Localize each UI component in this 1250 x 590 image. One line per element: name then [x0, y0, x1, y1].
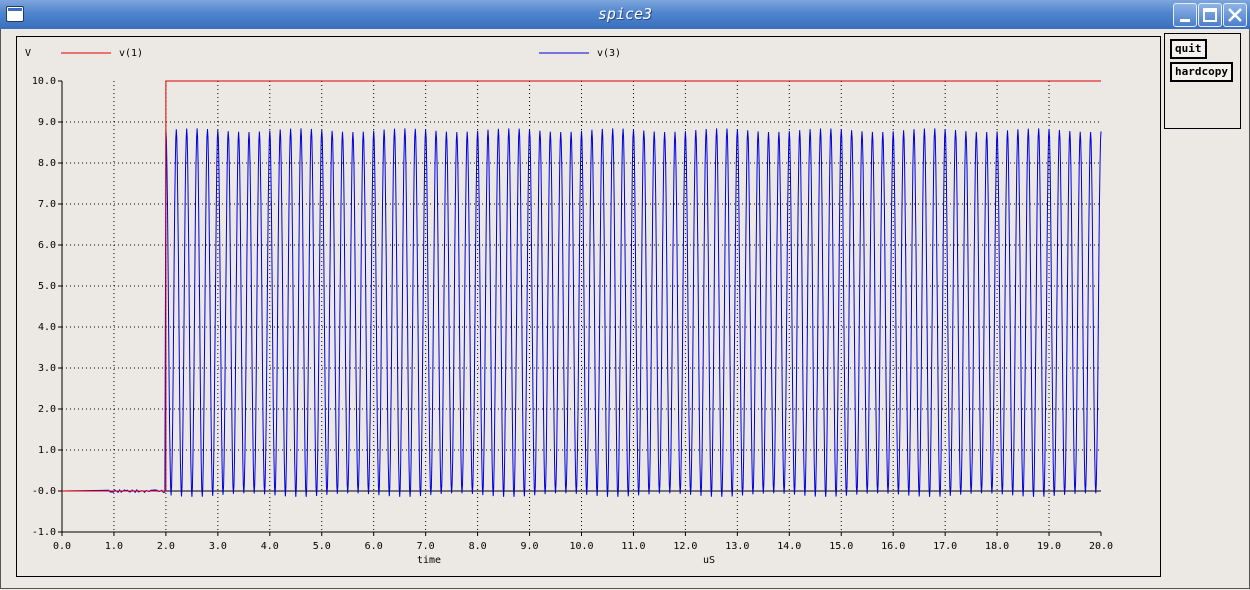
x-axis-unit: uS — [703, 555, 715, 566]
y-tick-label: 7.0 — [38, 199, 56, 210]
x-axis-label: time — [417, 555, 441, 566]
x-tick-label: 11.0 — [621, 541, 645, 552]
y-tick-label: 3.0 — [38, 363, 56, 374]
y-tick-label: 4.0 — [38, 322, 56, 333]
quit-button[interactable]: quit — [1170, 39, 1207, 59]
title-bar[interactable]: spice3 — [0, 0, 1250, 30]
x-tick-label: 6.0 — [365, 541, 383, 552]
x-tick-label: 19.0 — [1037, 541, 1061, 552]
y-tick-label: 5.0 — [38, 281, 56, 292]
x-tick-label: 12.0 — [673, 541, 697, 552]
x-tick-label: 20.0 — [1089, 541, 1113, 552]
x-tick-label: 7.0 — [417, 541, 435, 552]
y-tick-label: 10.0 — [32, 76, 56, 87]
y-tick-label: -0.0 — [32, 486, 56, 497]
x-tick-label: 10.0 — [569, 541, 593, 552]
x-tick-label: 8.0 — [469, 541, 487, 552]
x-tick-label: 3.0 — [209, 541, 227, 552]
minimize-icon[interactable] — [1173, 3, 1197, 27]
plot-chart: 0.0 1.0 2.0 3.0 4.0 5.0 6.0 7.0 8.0 9.0 10.0 11.0 12… — [17, 37, 1160, 576]
maximize-icon[interactable] — [1198, 3, 1222, 27]
x-tick-label: 17.0 — [933, 541, 957, 552]
x-tick-label: 16.0 — [881, 541, 905, 552]
x-tick-label: 5.0 — [313, 541, 331, 552]
x-tick-label: 1.0 — [105, 541, 123, 552]
plot-panel: 0.0 1.0 2.0 3.0 4.0 5.0 6.0 7.0 8.0 9.0 10.0 11.0 12… — [16, 36, 1161, 577]
x-tick-label: 14.0 — [777, 541, 801, 552]
x-tick-label: 0.0 — [53, 541, 71, 552]
button-panel: quit hardcopy — [1164, 33, 1241, 129]
hardcopy-button[interactable]: hardcopy — [1170, 62, 1233, 82]
x-tick-label: 9.0 — [521, 541, 539, 552]
x-tick-label: 15.0 — [829, 541, 853, 552]
close-icon[interactable] — [1223, 3, 1247, 27]
x-tick-label: 13.0 — [725, 541, 749, 552]
x-tick-label: 2.0 — [157, 541, 175, 552]
y-tick-label: 8.0 — [38, 158, 56, 169]
window-title: spice3 — [0, 5, 1250, 23]
legend-v1-label: v(1) — [119, 48, 143, 59]
y-tick-label: 6.0 — [38, 240, 56, 251]
x-tick-label: 4.0 — [261, 541, 279, 552]
y-tick-label: 2.0 — [38, 404, 56, 415]
y-axis-label: V — [25, 48, 31, 59]
legend-v3-label: v(3) — [597, 48, 621, 59]
x-tick-label: 18.0 — [985, 541, 1009, 552]
y-tick-label: 9.0 — [38, 117, 56, 128]
y-tick-label: -1.0 — [32, 527, 56, 538]
y-tick-label: 1.0 — [38, 445, 56, 456]
